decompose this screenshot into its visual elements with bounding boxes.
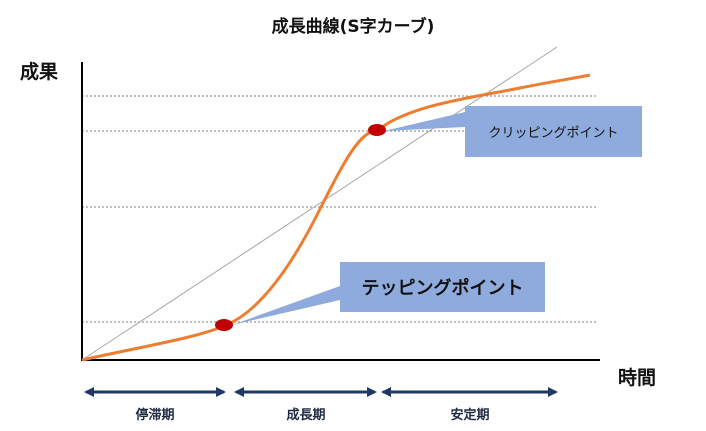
y-axis-label: 成果 xyxy=(20,61,59,83)
clipping-point-label: クリッピングポイント xyxy=(488,126,619,141)
clipping-point-pointer xyxy=(384,112,465,131)
tipping-point-marker xyxy=(215,319,233,331)
tipping-point-callout: テッピングポイント xyxy=(340,262,545,312)
phase-label-stable: 安定期 xyxy=(450,408,490,423)
diagram-title: 成長曲線(S字カーブ) xyxy=(271,17,435,37)
tipping-point-label: テッピングポイント xyxy=(361,278,524,299)
clipping-point-callout: クリッピングポイント xyxy=(465,106,642,157)
clipping-point-marker xyxy=(368,124,386,136)
linear-reference-line xyxy=(81,46,558,361)
tipping-point-pointer xyxy=(232,286,340,325)
phase-label-growth: 成長期 xyxy=(286,408,326,423)
s-curve xyxy=(81,73,591,362)
x-axis-label: 時間 xyxy=(618,367,657,389)
phase-label-stagnation: 停滞期 xyxy=(135,408,175,423)
